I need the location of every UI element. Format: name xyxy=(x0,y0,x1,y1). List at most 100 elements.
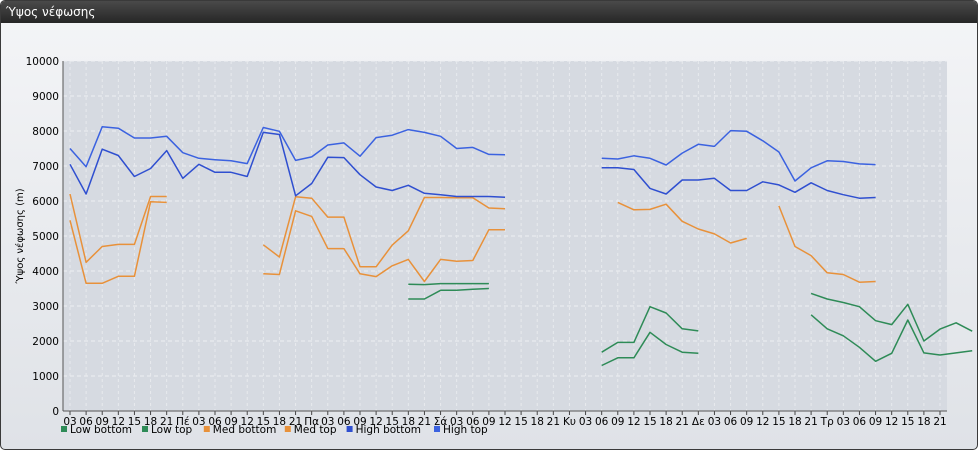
legend-swatch xyxy=(142,426,148,432)
x-tick-label: 09 xyxy=(353,416,366,428)
y-tick-label: 9000 xyxy=(32,91,59,103)
x-tick-label: Δε xyxy=(692,416,705,428)
x-tick-label: 18 xyxy=(144,416,157,428)
x-tick-label: 06 xyxy=(466,416,480,428)
x-tick-label: 12 xyxy=(369,416,382,428)
legend-swatch xyxy=(434,426,440,432)
legend-item: Med top xyxy=(284,424,337,436)
legend-item: High top xyxy=(434,424,488,436)
x-tick-label: 03 xyxy=(63,416,76,428)
x-tick-label: 09 xyxy=(482,416,495,428)
series-high-bottom xyxy=(69,131,876,199)
legend-label: Med top xyxy=(294,424,337,436)
series-line xyxy=(601,167,876,199)
legend-label: Low bottom xyxy=(70,424,132,436)
x-tick-label: 21 xyxy=(418,416,431,428)
x-tick-label: 12 xyxy=(112,416,125,428)
series-line xyxy=(810,292,973,342)
x-tick-label: 15 xyxy=(772,416,785,428)
series-line xyxy=(617,201,747,244)
y-tick-label: 5000 xyxy=(32,231,59,243)
legend-label: High top xyxy=(443,424,488,436)
legend-swatch xyxy=(61,426,67,432)
x-tick-label: 21 xyxy=(804,416,817,428)
y-axis-label: Ύψος νέφωσης (m) xyxy=(14,188,26,284)
y-tick-label: 2000 xyxy=(32,336,59,348)
x-tick-label: 06 xyxy=(853,416,867,428)
y-tick-label: 1000 xyxy=(32,371,59,383)
x-tick-label: 18 xyxy=(917,416,930,428)
x-tick-label: 03 xyxy=(450,416,463,428)
x-tick-label: 18 xyxy=(402,416,415,428)
x-tick-label: 15 xyxy=(514,416,527,428)
legend-label: Low top xyxy=(151,424,193,436)
series-line xyxy=(778,205,876,283)
legend-item: Low bottom xyxy=(61,424,132,436)
legend-item: High bottom xyxy=(346,424,421,436)
series-high-top xyxy=(69,126,876,182)
series-line xyxy=(810,314,973,363)
x-tick-label: 09 xyxy=(96,416,109,428)
series-line xyxy=(408,287,489,300)
x-tick-label: 21 xyxy=(933,416,946,428)
x-tick-label: 15 xyxy=(643,416,656,428)
x-tick-label: 12 xyxy=(241,416,254,428)
cloud-height-chart: 0 1000 2000 3000 4000 5000 6000 7000 8000 9000 100… xyxy=(14,56,973,436)
x-tick-label: Τρ xyxy=(820,416,834,428)
x-tick-label: 18 xyxy=(273,416,286,428)
legend-swatch xyxy=(203,426,210,432)
legend-swatch xyxy=(346,426,353,432)
x-tick-label: 15 xyxy=(901,416,914,428)
x-tick-label: Κυ xyxy=(563,416,576,428)
legend-item: Med bottom xyxy=(203,424,276,436)
x-tick-label: 21 xyxy=(289,416,302,428)
x-tick-label: 03 xyxy=(321,416,334,428)
series-line xyxy=(601,305,699,353)
y-tick-label: 0 xyxy=(52,406,59,418)
series-line xyxy=(69,126,506,168)
legend-label: Med bottom xyxy=(213,424,276,436)
x-tick-label: 06 xyxy=(79,416,93,428)
y-tick-label: 8000 xyxy=(32,126,59,138)
x-tick-label: 18 xyxy=(659,416,672,428)
y-tick-label: 7000 xyxy=(32,161,59,173)
x-tick-label: 06 xyxy=(595,416,609,428)
y-tick-label: 10000 xyxy=(26,56,59,68)
series-line xyxy=(263,210,505,283)
x-tick-label: 12 xyxy=(498,416,511,428)
x-tick-label: Πα xyxy=(304,416,319,428)
x-tick-label: 15 xyxy=(128,416,141,428)
series-low-bottom xyxy=(408,287,973,367)
x-tick-label: 21 xyxy=(676,416,689,428)
series-line xyxy=(69,131,506,198)
x-tick-label: 09 xyxy=(224,416,237,428)
x-tick-label: 15 xyxy=(257,416,270,428)
x-tick-label: 03 xyxy=(579,416,592,428)
series-line xyxy=(601,331,699,367)
x-tick-label: 18 xyxy=(788,416,801,428)
x-tick-label: 12 xyxy=(756,416,769,428)
series-line xyxy=(408,282,489,286)
x-tick-label: 12 xyxy=(885,416,898,428)
series-low-top xyxy=(408,282,973,353)
x-tick-label: 21 xyxy=(547,416,560,428)
legend-swatch xyxy=(284,426,291,432)
series-med-bottom xyxy=(69,200,505,285)
x-tick-label: 03 xyxy=(192,416,205,428)
x-tick-label: 15 xyxy=(386,416,399,428)
series-line xyxy=(262,196,506,268)
x-tick-label: 09 xyxy=(869,416,882,428)
x-tick-label: Πέ xyxy=(176,416,190,428)
x-tick-label: 03 xyxy=(837,416,850,428)
series-line xyxy=(69,200,167,285)
legend-label: High bottom xyxy=(356,424,421,436)
x-tick-label: 18 xyxy=(531,416,544,428)
y-tick-label: 6000 xyxy=(32,196,59,208)
series-line xyxy=(69,193,167,264)
y-tick-label: 3000 xyxy=(32,301,59,313)
x-tick-label: 12 xyxy=(627,416,640,428)
window-title: Ύψος νέφωσης xyxy=(1,1,977,23)
x-tick-label: Σά xyxy=(434,416,448,428)
series-med-top xyxy=(69,193,876,283)
